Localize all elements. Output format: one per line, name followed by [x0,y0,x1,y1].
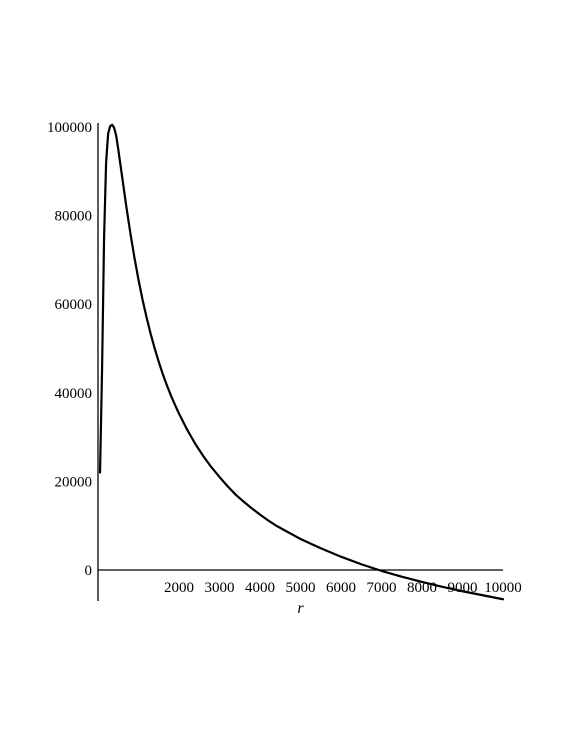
x-tick-label: 6000 [326,580,356,596]
series-group [98,123,505,601]
x-tick-label: 3000 [205,580,235,596]
x-axis-title: r [297,600,304,617]
axes [97,123,503,602]
x-tick-label: 4000 [245,580,275,596]
y-tick-label: 100000 [47,120,92,136]
x-tick-label: 2000 [164,580,194,596]
x-tick-label: 5000 [286,580,316,596]
y-tick-label: 80000 [55,209,93,225]
y-tick-label: 60000 [55,297,93,313]
y-tick-label: 20000 [55,474,93,490]
series-line [98,123,505,601]
y-tick-label: 0 [85,563,93,579]
y-tick-labels: 0 20000 40000 60000 80000 100000 [47,120,92,579]
x-tick-labels: 2000 3000 4000 5000 6000 7000 8000 9000 10000 [164,580,522,596]
y-tick-label: 40000 [55,386,93,402]
x-tick-label: 7000 [367,580,397,596]
x-tick-label: 10000 [484,580,522,596]
